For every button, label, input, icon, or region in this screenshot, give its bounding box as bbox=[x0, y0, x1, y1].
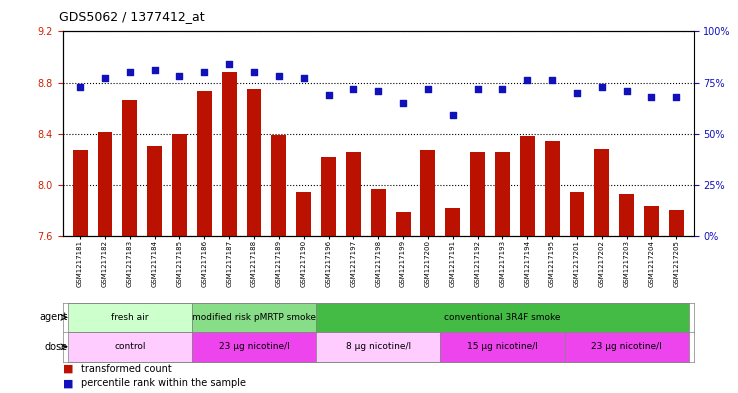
Bar bbox=[669, 210, 684, 236]
Bar bbox=[68, 332, 192, 362]
Point bbox=[446, 112, 458, 118]
Text: percentile rank within the sample: percentile rank within the sample bbox=[81, 378, 246, 388]
Text: GDS5062 / 1377412_at: GDS5062 / 1377412_at bbox=[59, 10, 204, 23]
Point bbox=[75, 83, 86, 90]
Bar bbox=[396, 211, 410, 236]
Text: ■: ■ bbox=[63, 364, 73, 373]
Bar bbox=[644, 206, 659, 236]
Text: transformed count: transformed count bbox=[81, 364, 172, 373]
Point bbox=[521, 77, 533, 84]
Text: 23 μg nicotine/l: 23 μg nicotine/l bbox=[591, 342, 662, 351]
Bar bbox=[246, 89, 261, 236]
Bar bbox=[192, 332, 316, 362]
Bar bbox=[172, 134, 187, 236]
Bar bbox=[421, 150, 435, 236]
Bar bbox=[545, 141, 559, 236]
Point bbox=[273, 73, 285, 79]
Text: modified risk pMRTP smoke: modified risk pMRTP smoke bbox=[192, 313, 316, 322]
Point bbox=[199, 69, 210, 75]
Bar bbox=[147, 146, 162, 236]
Bar bbox=[445, 208, 461, 236]
Text: 8 μg nicotine/l: 8 μg nicotine/l bbox=[345, 342, 411, 351]
Bar bbox=[97, 132, 112, 236]
Point bbox=[621, 88, 632, 94]
Point bbox=[248, 69, 260, 75]
Text: 15 μg nicotine/l: 15 μg nicotine/l bbox=[467, 342, 538, 351]
Bar bbox=[321, 156, 336, 236]
Point bbox=[323, 92, 334, 98]
Bar bbox=[316, 332, 441, 362]
Text: agent: agent bbox=[39, 312, 68, 322]
Bar bbox=[221, 72, 237, 236]
Text: ■: ■ bbox=[63, 378, 73, 388]
Bar bbox=[565, 332, 689, 362]
Text: conventional 3R4F smoke: conventional 3R4F smoke bbox=[444, 313, 561, 322]
Bar bbox=[346, 151, 361, 236]
Point bbox=[124, 69, 136, 75]
Bar bbox=[296, 192, 311, 236]
Point bbox=[149, 67, 161, 73]
Point bbox=[348, 86, 359, 92]
Bar bbox=[72, 150, 88, 236]
Bar bbox=[272, 135, 286, 236]
Point bbox=[224, 61, 235, 67]
Bar bbox=[594, 149, 610, 236]
Point bbox=[571, 90, 583, 96]
Bar bbox=[197, 92, 212, 236]
Text: dose: dose bbox=[44, 342, 68, 352]
Text: control: control bbox=[114, 342, 145, 351]
Point bbox=[397, 100, 409, 106]
Point bbox=[422, 86, 434, 92]
Point bbox=[646, 94, 658, 100]
Bar bbox=[570, 192, 584, 236]
Text: 23 μg nicotine/l: 23 μg nicotine/l bbox=[218, 342, 289, 351]
Bar bbox=[192, 303, 316, 332]
Point bbox=[497, 86, 508, 92]
Bar bbox=[495, 151, 510, 236]
Bar bbox=[441, 332, 565, 362]
Point bbox=[546, 77, 558, 84]
Point bbox=[596, 83, 607, 90]
Bar bbox=[370, 189, 386, 236]
Bar bbox=[619, 194, 634, 236]
Text: fresh air: fresh air bbox=[111, 313, 148, 322]
Bar bbox=[316, 303, 689, 332]
Point bbox=[298, 75, 310, 82]
Bar bbox=[68, 303, 192, 332]
Point bbox=[372, 88, 384, 94]
Point bbox=[670, 94, 682, 100]
Point bbox=[99, 75, 111, 82]
Bar bbox=[520, 136, 535, 236]
Point bbox=[173, 73, 185, 79]
Bar bbox=[470, 151, 485, 236]
Bar bbox=[123, 100, 137, 236]
Point bbox=[472, 86, 483, 92]
